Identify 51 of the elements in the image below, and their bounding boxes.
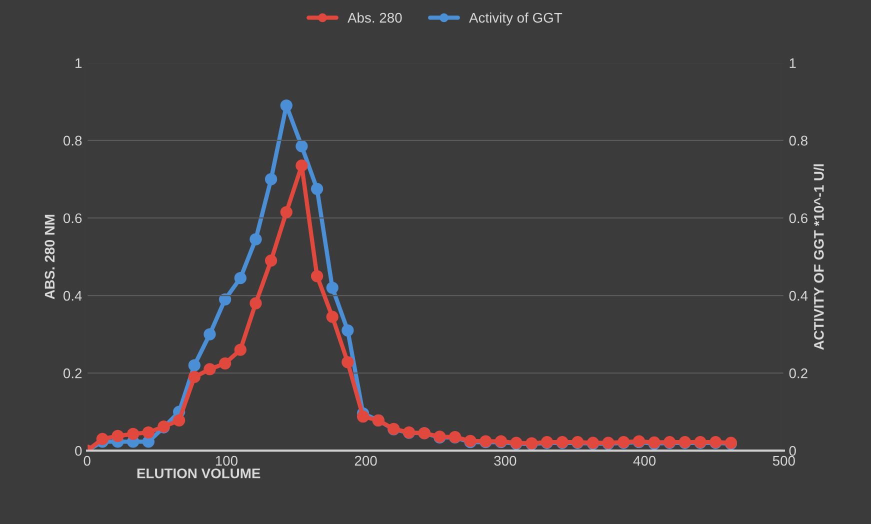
legend-label: Abs. 280 (348, 12, 402, 23)
point (173, 414, 186, 426)
point (356, 410, 370, 423)
point (96, 432, 109, 446)
y-tick-label: 0.4 (63, 290, 82, 301)
y2-tick-label: 1 (790, 58, 796, 68)
x-tick-label: 300 (494, 456, 516, 466)
point (310, 182, 324, 195)
x-tick-label: 0 (84, 456, 90, 466)
point (204, 363, 216, 376)
point (204, 328, 216, 340)
point (342, 324, 354, 337)
x-axis-title: ELUTION VOLUME (137, 468, 260, 478)
x-tick-label: 200 (354, 456, 377, 466)
point (342, 356, 354, 368)
y-axis-title: ABS. 280 NM (44, 214, 55, 300)
y2-tick-label: 0.2 (789, 368, 808, 378)
legend-label: Activity of GGT (469, 12, 562, 26)
point (218, 357, 232, 370)
y2-tick-label: 0.4 (789, 290, 808, 301)
point (127, 428, 140, 440)
point (264, 254, 278, 267)
x-tick-label: 400 (633, 456, 656, 466)
point (264, 173, 278, 186)
point (250, 233, 262, 246)
point (326, 310, 338, 323)
y-tick-label: 0 (75, 446, 82, 456)
y2-tick-label: 0 (789, 446, 796, 456)
point (250, 297, 262, 310)
y2-axis-title: ACTIVITY OF GGT *10^-1 U/l (814, 164, 824, 350)
point (296, 140, 308, 152)
point (234, 272, 246, 284)
y2-tick-label: 0.6 (789, 213, 808, 224)
y2-tick-label: 0.8 (789, 136, 808, 146)
point (188, 370, 200, 384)
point (326, 282, 338, 294)
point (218, 293, 232, 306)
y-tick-label: 0.8 (63, 136, 82, 146)
point (310, 270, 324, 282)
point (280, 206, 292, 218)
x-tick-label: 500 (772, 456, 795, 466)
point (188, 359, 200, 372)
y-tick-label: 1 (76, 58, 82, 68)
point (142, 426, 154, 438)
point (280, 99, 292, 112)
y-tick-label: 0.6 (63, 213, 82, 224)
point (296, 160, 308, 172)
x-tick-label: 100 (216, 456, 238, 466)
point (234, 344, 246, 356)
point (112, 430, 124, 442)
y-tick-label: 0.2 (63, 368, 82, 378)
